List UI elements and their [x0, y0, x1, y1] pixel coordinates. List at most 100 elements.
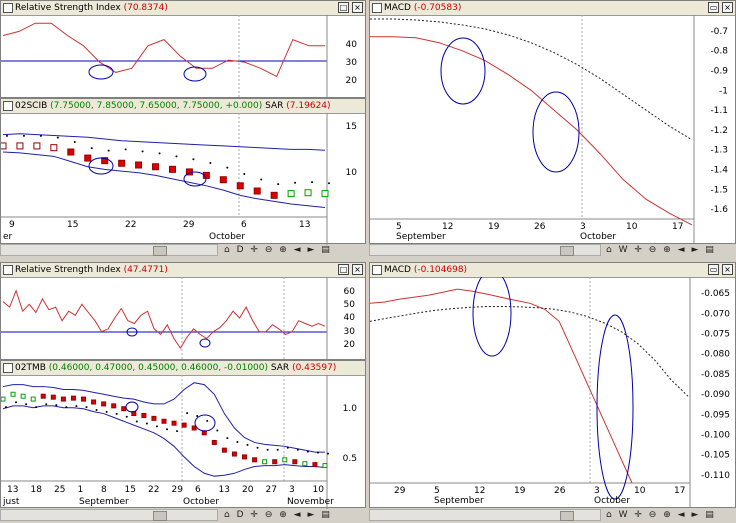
bollinger-upper: [2, 133, 326, 151]
toolbar-glyph[interactable]: ◄: [677, 245, 687, 255]
sar-dot: [327, 452, 329, 455]
toolbar-glyph[interactable]: ►: [691, 245, 701, 255]
signal-line: [370, 306, 689, 397]
price-pane-bottom[interactable]: 02TMB (0.46000, 0.47000, 0.45000, 0.4600…: [0, 360, 366, 509]
rsi-titlebar-top[interactable]: Relative Strength Index (70.8374) □ ×: [1, 1, 365, 16]
rsi-pane-top[interactable]: Relative Strength Index (70.8374) □ × 40…: [0, 0, 366, 98]
toolbar-glyph[interactable]: ⌂: [224, 245, 232, 255]
macd-chart-top[interactable]: -0.7 -0.8 -0.9 -1 -1.1 -1.2 -1.3 -1.4 -1.5 -1.6 5…: [370, 15, 735, 243]
restore-button[interactable]: ▭: [708, 264, 719, 275]
toolbar-glyph[interactable]: D: [236, 510, 246, 520]
toolbar-glyph[interactable]: ⊕: [663, 510, 673, 520]
candle: [70, 395, 76, 401]
toolbar-glyph[interactable]: ⊕: [279, 245, 289, 255]
rsi-pane-bottom[interactable]: Relative Strength Index (47.4771) □ × 60…: [0, 262, 366, 360]
toolbar-glyph[interactable]: ►: [307, 510, 317, 520]
maximize-button[interactable]: □: [338, 2, 349, 13]
rsi-title: Relative Strength Index: [15, 265, 121, 275]
price-pane-top[interactable]: 02SCIB (7.75000, 7.85000, 7.65000, 7.750…: [0, 98, 366, 245]
toolbar-glyph[interactable]: ⊕: [663, 245, 673, 255]
scrollbar-top-left[interactable]: [0, 244, 218, 256]
close-button[interactable]: ×: [722, 264, 733, 275]
toolbar-glyph[interactable]: ⊖: [648, 245, 659, 255]
chart-toolbar-top-right[interactable]: ⌂ W ✛ ⊖ ⊕ ◄ ► ▤: [606, 244, 716, 256]
close-button[interactable]: ×: [722, 2, 733, 13]
price-chart-top[interactable]: 15 10 9 15 22 29 6 13 er October: [1, 113, 365, 245]
toolbar-glyph[interactable]: ⊕: [279, 510, 289, 520]
toolbar-glyph[interactable]: ⌂: [606, 510, 614, 520]
y-tick-label: -0.090: [701, 390, 730, 400]
sar-dot: [145, 422, 148, 425]
price-titlebar-bottom[interactable]: 02TMB (0.46000, 0.47000, 0.45000, 0.4600…: [1, 361, 365, 376]
candle: [84, 154, 92, 162]
toolbar-glyph[interactable]: ✛: [250, 245, 260, 255]
macd-pane-top[interactable]: MACD (-0.70583) ▭ × -0.7 -0.8 -0.9 -1 -1.1 -1…: [369, 0, 736, 244]
close-button[interactable]: ×: [352, 2, 363, 13]
toolbar-glyph[interactable]: ▤: [705, 510, 716, 520]
toolbar-glyph[interactable]: ►: [691, 510, 701, 520]
maximize-button[interactable]: □: [338, 264, 349, 275]
highlight-circle: [183, 66, 207, 82]
toolbar-glyph[interactable]: ⌂: [606, 245, 614, 255]
rsi-chart-top[interactable]: 40 30 20: [1, 15, 365, 97]
toolbar-glyph[interactable]: ⊖: [264, 245, 275, 255]
price-chart-bottom[interactable]: 1.0 0.5 13 18 25 1 8 15 22 29 6 13 20 27 3 10 just Se…: [1, 375, 365, 509]
candle: [135, 161, 143, 169]
toolbar-glyph[interactable]: ◄: [293, 245, 303, 255]
y-tick-label: 10: [346, 168, 358, 178]
toolbar-glyph[interactable]: ✛: [250, 510, 260, 520]
close-button[interactable]: ×: [352, 264, 363, 275]
toolbar-glyph[interactable]: ⊖: [264, 510, 275, 520]
chart-toolbar-bottom-left[interactable]: ⌂ D ✛ ⊖ ⊕ ◄ ► ▤: [224, 509, 332, 521]
toolbar-glyph[interactable]: ⊖: [648, 510, 659, 520]
macd-pane-bottom[interactable]: MACD (-0.104698) ▭ × -0.065 -0.070 -0.075-…: [369, 262, 736, 508]
toolbar-glyph[interactable]: ✛: [634, 510, 644, 520]
toolbar-glyph[interactable]: D: [236, 245, 246, 255]
y-tick-label: 1.0: [343, 404, 358, 414]
scrollbar-thumb[interactable]: [560, 511, 574, 521]
price-titlebar-top[interactable]: 02SCIB (7.75000, 7.85000, 7.65000, 7.750…: [1, 99, 365, 114]
toolbar-glyph[interactable]: ✛: [634, 245, 644, 255]
scrollbar-top-right[interactable]: [369, 244, 601, 256]
rsi-titlebar-bottom[interactable]: Relative Strength Index (47.4771) □ ×: [1, 263, 365, 278]
scrollbar-bottom-right[interactable]: [369, 509, 601, 521]
candle: [231, 451, 237, 457]
macd-line: [370, 288, 633, 484]
sar-dot: [85, 406, 88, 409]
toolbar-glyph[interactable]: ⌂: [224, 510, 232, 520]
macd-titlebar-top[interactable]: MACD (-0.70583) ▭ ×: [370, 1, 735, 16]
sar-value: (7.19624): [286, 101, 331, 111]
candle: [111, 403, 117, 409]
restore-button[interactable]: ▭: [708, 2, 719, 13]
toolbar-glyph[interactable]: ▤: [705, 245, 716, 255]
chart-window-icon: [3, 3, 13, 13]
month-label: September: [396, 232, 446, 242]
sar-dot: [55, 404, 58, 407]
toolbar-glyph[interactable]: W: [618, 245, 630, 255]
scrollbar-thumb[interactable]: [153, 511, 167, 521]
rsi-chart-bottom[interactable]: 60 50 40 30 20: [1, 277, 365, 359]
highlight-circle: [199, 338, 211, 348]
macd-chart-bottom[interactable]: -0.065 -0.070 -0.075 -0.080 -0.085 -0.090 -0.0…: [370, 277, 735, 507]
sar-dot: [316, 451, 319, 454]
macd-value: (-0.104698): [413, 265, 468, 275]
x-tick-label: 12: [442, 222, 453, 232]
macd-titlebar-bottom[interactable]: MACD (-0.104698) ▭ ×: [370, 263, 735, 278]
sar-dot: [15, 401, 18, 404]
scrollbar-bottom-left[interactable]: [0, 509, 218, 521]
x-tick-label: 26: [534, 222, 546, 232]
toolbar-glyph[interactable]: ◄: [293, 510, 303, 520]
toolbar-glyph[interactable]: ▤: [321, 510, 332, 520]
toolbar-glyph[interactable]: W: [618, 510, 630, 520]
scrollbar-thumb[interactable]: [153, 246, 167, 256]
y-tick-label: 20: [344, 340, 356, 350]
x-tick-label: 20: [242, 485, 254, 495]
toolbar-glyph[interactable]: ◄: [677, 510, 687, 520]
x-tick-label: 22: [125, 220, 136, 230]
chart-toolbar-bottom-right[interactable]: ⌂ W ✛ ⊖ ⊕ ◄ ► ▤: [606, 509, 716, 521]
toolbar-glyph[interactable]: ►: [307, 245, 317, 255]
chart-toolbar-top-left[interactable]: ⌂ D ✛ ⊖ ⊕ ◄ ► ▤: [224, 244, 332, 256]
scrollbar-thumb[interactable]: [560, 246, 574, 256]
rsi-series-line: [2, 289, 326, 350]
toolbar-glyph[interactable]: ▤: [321, 245, 332, 255]
